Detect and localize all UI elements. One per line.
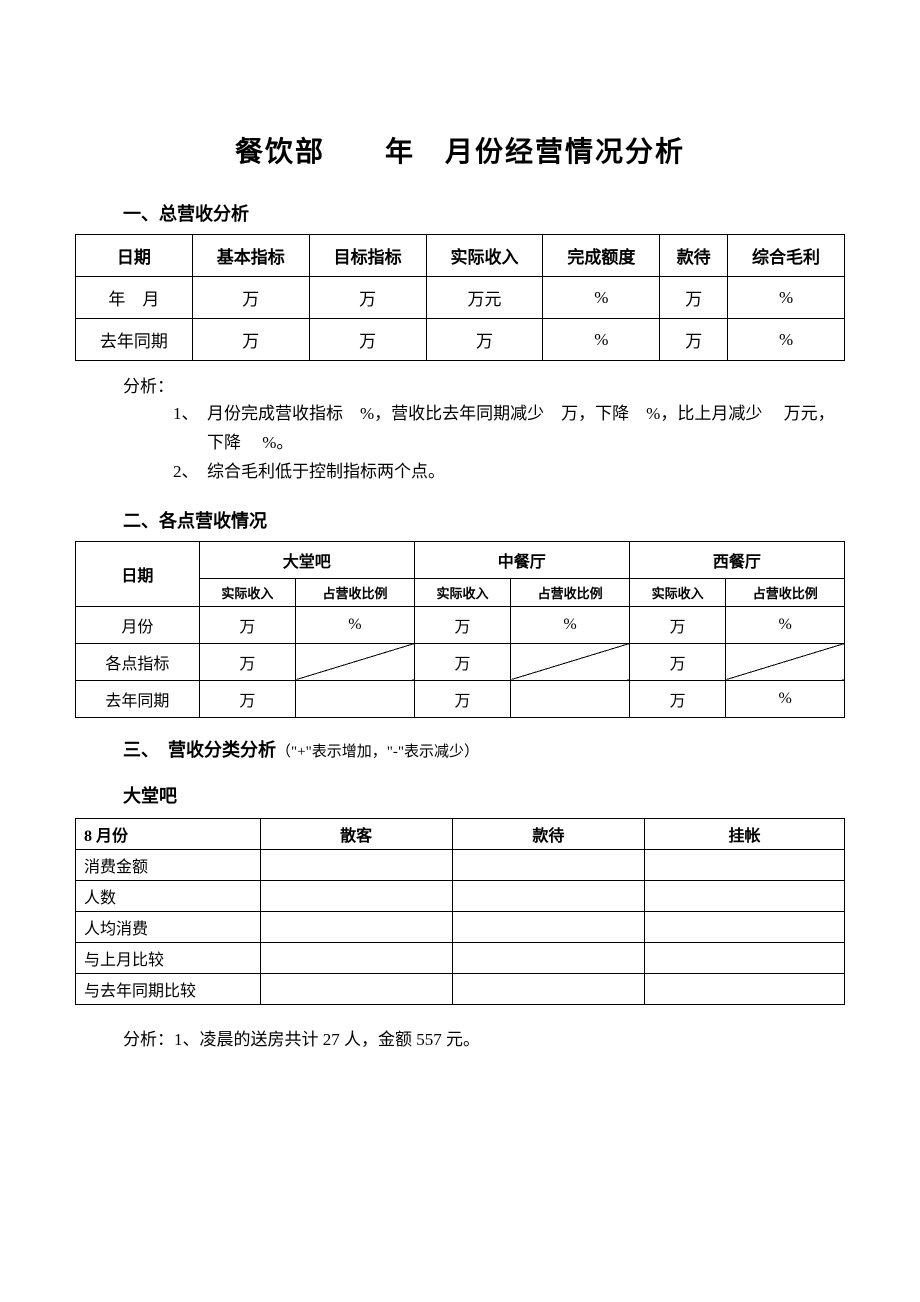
section3-note: （"+"表示增加，"-"表示减少） bbox=[276, 744, 479, 760]
analysis-label: 分析： bbox=[123, 373, 845, 400]
col-date: 日期 bbox=[76, 235, 193, 277]
table-row: 消费金额 bbox=[76, 849, 845, 880]
analysis-item: 2、 综合毛利低于控制指标两个点。 bbox=[173, 458, 845, 487]
venue-lobby: 大堂吧 bbox=[199, 541, 414, 578]
section1-analysis: 分析： 1、 月份完成营收指标 %，营收比去年同期减少 万，下降 %，比上月减少… bbox=[123, 373, 845, 487]
table-header-row: 日期 基本指标 目标指标 实际收入 完成额度 款待 综合毛利 bbox=[76, 235, 845, 277]
section2-heading: 二、各点营收情况 bbox=[123, 507, 845, 533]
table-row: 去年同期 万 万 万 % 万 % bbox=[76, 319, 845, 361]
venue-chinese: 中餐厅 bbox=[414, 541, 629, 578]
table-row: 各点指标 万 万 万 bbox=[76, 643, 845, 680]
revenue-summary-table: 日期 基本指标 目标指标 实际收入 完成额度 款待 综合毛利 年 月 万 万 万… bbox=[75, 234, 845, 361]
table-header-row: 8 月份 散客 款待 挂帐 bbox=[76, 818, 845, 849]
diagonal-cell bbox=[511, 643, 630, 680]
col-date: 日期 bbox=[76, 541, 200, 606]
table-row: 人数 bbox=[76, 880, 845, 911]
section3-analysis: 分析：1、凌晨的送房共计 27 人，金额 557 元。 bbox=[123, 1025, 845, 1050]
analysis-item: 1、 月份完成营收指标 %，营收比去年同期减少 万，下降 %，比上月减少 万元，… bbox=[173, 400, 845, 458]
col-complete: 完成额度 bbox=[543, 235, 660, 277]
section3-heading: 三、 营收分类分析（"+"表示增加，"-"表示减少） bbox=[123, 736, 845, 762]
venue-revenue-table: 日期 大堂吧 中餐厅 西餐厅 实际收入 占营收比例 实际收入 占营收比例 实际收… bbox=[75, 541, 845, 718]
table-row: 月份 万 % 万 % 万 % bbox=[76, 606, 845, 643]
section3-subtitle: 大堂吧 bbox=[123, 782, 845, 808]
section1-heading: 一、总营收分析 bbox=[123, 200, 845, 226]
table-header-row: 日期 大堂吧 中餐厅 西餐厅 bbox=[76, 541, 845, 578]
table-row: 与上月比较 bbox=[76, 942, 845, 973]
diagonal-cell bbox=[296, 643, 415, 680]
table-row: 去年同期 万 万 万 % bbox=[76, 680, 845, 717]
table-row: 与去年同期比较 bbox=[76, 973, 845, 1004]
lobby-category-table: 8 月份 散客 款待 挂帐 消费金额 人数 人均消费 与上月比较 与去年同期比较 bbox=[75, 818, 845, 1005]
page-title: 餐饮部 年 月份经营情况分析 bbox=[75, 130, 845, 170]
col-basic: 基本指标 bbox=[192, 235, 309, 277]
col-entertain: 款待 bbox=[660, 235, 728, 277]
col-actual: 实际收入 bbox=[426, 235, 543, 277]
table-row: 年 月 万 万 万元 % 万 % bbox=[76, 277, 845, 319]
col-gross: 综合毛利 bbox=[728, 235, 845, 277]
diagonal-cell bbox=[726, 643, 845, 680]
table-row: 人均消费 bbox=[76, 911, 845, 942]
venue-western: 西餐厅 bbox=[629, 541, 844, 578]
col-target: 目标指标 bbox=[309, 235, 426, 277]
